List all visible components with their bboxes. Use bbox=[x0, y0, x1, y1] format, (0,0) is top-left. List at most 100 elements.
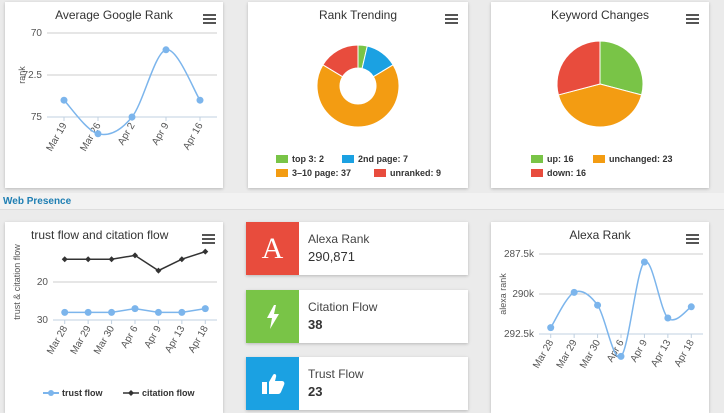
panel-title: Rank Trending bbox=[318, 8, 398, 22]
data-point bbox=[85, 256, 92, 263]
data-point bbox=[61, 308, 69, 316]
data-point bbox=[617, 352, 625, 360]
legend-label: down: 16 bbox=[547, 168, 587, 178]
series-line bbox=[63, 49, 201, 136]
data-point bbox=[178, 308, 186, 316]
data-point bbox=[131, 305, 139, 313]
trust-flow-legend-symbol bbox=[43, 390, 59, 396]
y-tick-label: 70 bbox=[31, 28, 43, 39]
data-point bbox=[108, 308, 116, 316]
data-point bbox=[61, 256, 68, 263]
y-tick-label: 287.5k bbox=[504, 249, 535, 260]
panel-title: trust flow and citation flow bbox=[31, 228, 169, 242]
legend-swatch bbox=[374, 169, 386, 177]
legend-swatch bbox=[531, 155, 543, 163]
x-tick-label: Mar 29 bbox=[555, 338, 580, 371]
hamburger-menu-icon[interactable] bbox=[203, 14, 216, 24]
hamburger-menu-icon[interactable] bbox=[686, 234, 699, 244]
legend-item[interactable]: unranked: 9 bbox=[374, 168, 441, 178]
legend-label: citation flow bbox=[142, 388, 195, 398]
legend-label: 2nd page: 7 bbox=[358, 154, 409, 164]
data-point bbox=[154, 308, 162, 316]
data-point bbox=[640, 258, 648, 266]
keyword-changes-panel: Keyword Changes up: 16 unchanged: 23 dow… bbox=[491, 2, 709, 188]
data-point bbox=[570, 288, 578, 296]
data-point bbox=[108, 256, 115, 263]
trust-citation-panel: trust flow and citation flow 20 30 trust &… bbox=[5, 222, 223, 413]
legend-label: trust flow bbox=[62, 388, 103, 398]
y-tick-label: 292.5k bbox=[504, 329, 535, 340]
rank-trending-legend: top 3: 2 2nd page: 7 3–10 page: 37 unran… bbox=[248, 2, 468, 188]
legend-swatch bbox=[531, 169, 543, 177]
section-title: Web Presence bbox=[3, 196, 72, 207]
hamburger-menu-icon[interactable] bbox=[686, 14, 699, 24]
legend-label: top 3: 2 bbox=[292, 154, 325, 164]
legend-item[interactable]: up: 16 bbox=[531, 154, 574, 164]
legend-swatch bbox=[276, 155, 288, 163]
legend-item[interactable]: unchanged: 23 bbox=[593, 154, 673, 164]
data-point bbox=[60, 96, 68, 104]
legend-swatch bbox=[593, 155, 605, 163]
legend-item[interactable]: citation flow bbox=[123, 388, 195, 398]
metric-value: 38 bbox=[308, 317, 323, 332]
pie-slice bbox=[557, 83, 643, 128]
legend-item[interactable]: down: 16 bbox=[531, 168, 586, 178]
legend-item[interactable]: trust flow bbox=[43, 388, 103, 398]
google-rank-chart: 70 72.5 75 rank Mar 19 Mar 26 Apr 2 Apr 9 Apr 16 bbox=[17, 28, 217, 154]
legend-label: unchanged: 23 bbox=[609, 154, 673, 164]
legend-item[interactable]: 3–10 page: 37 bbox=[276, 168, 351, 178]
x-tick-label: Apr 18 bbox=[673, 338, 697, 369]
data-point bbox=[196, 96, 204, 104]
x-tick-label: Mar 26 bbox=[79, 121, 104, 154]
data-point bbox=[155, 267, 162, 274]
google-rank-panel: Average Google Rank 70 72.5 75 rank Mar 19 Ma… bbox=[5, 2, 223, 188]
y-tick-label: 72.5 bbox=[23, 70, 43, 81]
data-point bbox=[84, 308, 92, 316]
y-tick-label: 30 bbox=[37, 315, 49, 326]
thumbs-up-icon bbox=[246, 357, 299, 410]
hamburger-menu-icon[interactable] bbox=[202, 234, 215, 244]
y-tick-label: 290k bbox=[512, 289, 535, 300]
x-tick-label: Apr 13 bbox=[649, 338, 673, 369]
panel-title: Keyword Changes bbox=[550, 8, 650, 22]
y-tick-label: 75 bbox=[31, 112, 43, 123]
data-point bbox=[594, 301, 602, 309]
x-tick-label: Apr 9 bbox=[150, 121, 172, 148]
x-tick-label: Apr 16 bbox=[181, 121, 205, 152]
letter-a-icon: A bbox=[246, 222, 299, 275]
rank-trending-panel: Rank Trending top 3: 2 2nd page: 7 3–10 … bbox=[248, 2, 468, 188]
data-point bbox=[664, 314, 672, 322]
alexa-rank-card: A Alexa Rank 290,871 bbox=[246, 222, 468, 275]
metric-title: Alexa Rank bbox=[308, 232, 370, 246]
lightning-icon bbox=[246, 290, 299, 343]
legend-label: 3–10 page: 37 bbox=[292, 168, 352, 178]
metric-value: 23 bbox=[308, 384, 323, 399]
trust-flow-card: Trust Flow 23 bbox=[246, 357, 468, 410]
legend-item[interactable]: top 3: 2 bbox=[276, 154, 324, 164]
alexa-rank-panel: Alexa Rank 287.5k 290k 292.5k alexa rank Mar… bbox=[491, 222, 709, 413]
data-point bbox=[201, 305, 209, 313]
data-point bbox=[132, 252, 138, 259]
hamburger-menu-icon[interactable] bbox=[445, 14, 458, 24]
pie-slice bbox=[322, 44, 359, 78]
web-presence-section-header: Web Presence bbox=[0, 193, 724, 210]
legend-label: unranked: 9 bbox=[390, 168, 442, 178]
x-tick-label: Apr 9 bbox=[629, 338, 651, 365]
data-point bbox=[94, 130, 102, 138]
x-tick-label: Apr 2 bbox=[116, 121, 138, 148]
citation-flow-card: Citation Flow 38 bbox=[246, 290, 468, 343]
y-axis-label: rank bbox=[17, 66, 27, 84]
data-point bbox=[162, 46, 170, 54]
citation-flow-legend-symbol bbox=[123, 390, 139, 396]
legend-label: up: 16 bbox=[547, 154, 574, 164]
data-point bbox=[178, 256, 185, 263]
x-tick-label: Mar 28 bbox=[531, 338, 556, 371]
metric-value: 290,871 bbox=[308, 249, 355, 264]
legend-swatch bbox=[342, 155, 354, 163]
x-tick-label: Mar 30 bbox=[578, 338, 603, 371]
panel-title: Alexa Rank bbox=[569, 228, 631, 242]
pie-slice bbox=[599, 40, 644, 96]
legend-item[interactable]: 2nd page: 7 bbox=[342, 154, 408, 164]
data-point bbox=[128, 113, 136, 121]
